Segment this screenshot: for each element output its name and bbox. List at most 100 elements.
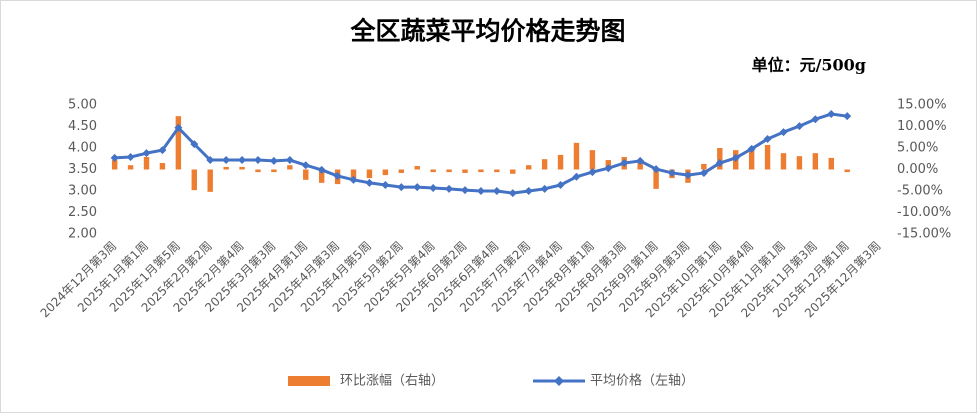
line-marker	[397, 183, 406, 192]
line-marker	[731, 153, 740, 162]
line-marker	[174, 123, 183, 132]
bar	[748, 150, 755, 170]
line-marker	[269, 156, 278, 165]
bar	[812, 153, 819, 170]
y-tick-label: 3.00	[68, 184, 97, 199]
bar	[701, 163, 707, 170]
bar	[446, 169, 452, 173]
bar	[478, 169, 484, 173]
y-tick-label: 4.00	[68, 141, 97, 156]
legend-label: 平均价格（左轴）	[590, 373, 694, 389]
line-marker	[540, 184, 549, 193]
bar	[764, 144, 771, 170]
y2-tick-label: 15.00%	[897, 98, 947, 113]
bar	[541, 159, 548, 170]
line-marker	[795, 122, 804, 131]
bar	[828, 157, 834, 170]
bar	[318, 169, 325, 183]
line-marker	[253, 156, 262, 165]
line-marker	[301, 161, 310, 170]
line-marker	[126, 153, 135, 162]
line-marker	[636, 156, 645, 165]
legend-swatch	[288, 376, 330, 386]
line-marker	[699, 168, 708, 177]
y-tick-label: 2.50	[68, 205, 97, 220]
line-marker	[763, 134, 772, 143]
bar	[653, 169, 659, 189]
line-marker	[652, 165, 661, 174]
y-tick-label: 2.00	[68, 227, 97, 242]
bar	[844, 169, 850, 173]
line-marker	[747, 144, 756, 153]
bar	[159, 163, 166, 170]
bar	[573, 142, 580, 170]
bar	[780, 153, 787, 170]
line-marker	[556, 180, 565, 189]
line-marker	[413, 183, 422, 192]
chart-title: 全区蔬菜平均价格走势图	[349, 17, 625, 46]
line-marker	[811, 115, 820, 124]
bar	[637, 162, 643, 170]
line-marker	[190, 140, 199, 149]
bar	[510, 169, 516, 174]
legend-label: 环比涨幅（右轴）	[340, 374, 444, 389]
bar	[414, 166, 420, 170]
bar	[207, 169, 213, 192]
line-marker	[429, 183, 438, 192]
line-marker	[588, 168, 597, 177]
bar	[398, 169, 405, 173]
y2-tick-label: -10.00%	[897, 205, 951, 220]
line-marker	[445, 184, 454, 193]
line-marker	[620, 159, 629, 168]
y2-tick-label: 5.00%	[897, 141, 938, 156]
line-marker	[715, 159, 724, 168]
line-marker	[381, 180, 390, 189]
bar	[191, 169, 197, 191]
line-marker	[349, 175, 358, 184]
bar	[143, 157, 150, 170]
bar	[239, 166, 245, 170]
y2-tick-label: 0.00%	[897, 162, 938, 177]
line-marker	[668, 168, 677, 177]
bar	[366, 169, 373, 179]
line-marker	[683, 171, 692, 180]
line-marker	[461, 186, 470, 195]
chart-unit: 单位：元/500g	[752, 56, 866, 75]
line-marker	[238, 156, 247, 165]
line-marker	[492, 187, 501, 195]
line-marker	[604, 164, 613, 173]
bar	[287, 165, 293, 170]
y-tick-label: 4.50	[68, 119, 97, 134]
line-marker	[285, 156, 294, 165]
y-tick-label: 3.50	[68, 162, 97, 177]
line-marker	[222, 156, 231, 165]
bar	[223, 166, 229, 170]
bar	[525, 165, 532, 170]
line-marker	[779, 128, 788, 137]
bar	[557, 154, 564, 170]
bar	[271, 169, 277, 173]
bar	[717, 148, 723, 170]
bar	[255, 169, 261, 173]
line-marker	[508, 189, 517, 198]
line-marker	[333, 171, 342, 180]
y2-tick-label: 10.00%	[897, 119, 947, 134]
bar	[462, 169, 468, 173]
bar	[589, 150, 596, 170]
bar	[303, 169, 309, 180]
legend-swatch	[554, 376, 564, 386]
line-marker	[365, 178, 374, 187]
bar	[382, 169, 389, 176]
line-marker	[142, 149, 151, 158]
line-marker	[476, 187, 485, 195]
line-marker	[158, 146, 167, 155]
bar	[796, 156, 803, 170]
line-marker	[206, 156, 215, 165]
line-marker	[843, 112, 852, 121]
line-marker	[572, 172, 581, 181]
line-marker	[524, 187, 533, 195]
bar	[127, 165, 134, 170]
y2-tick-label: -15.00%	[897, 227, 951, 242]
